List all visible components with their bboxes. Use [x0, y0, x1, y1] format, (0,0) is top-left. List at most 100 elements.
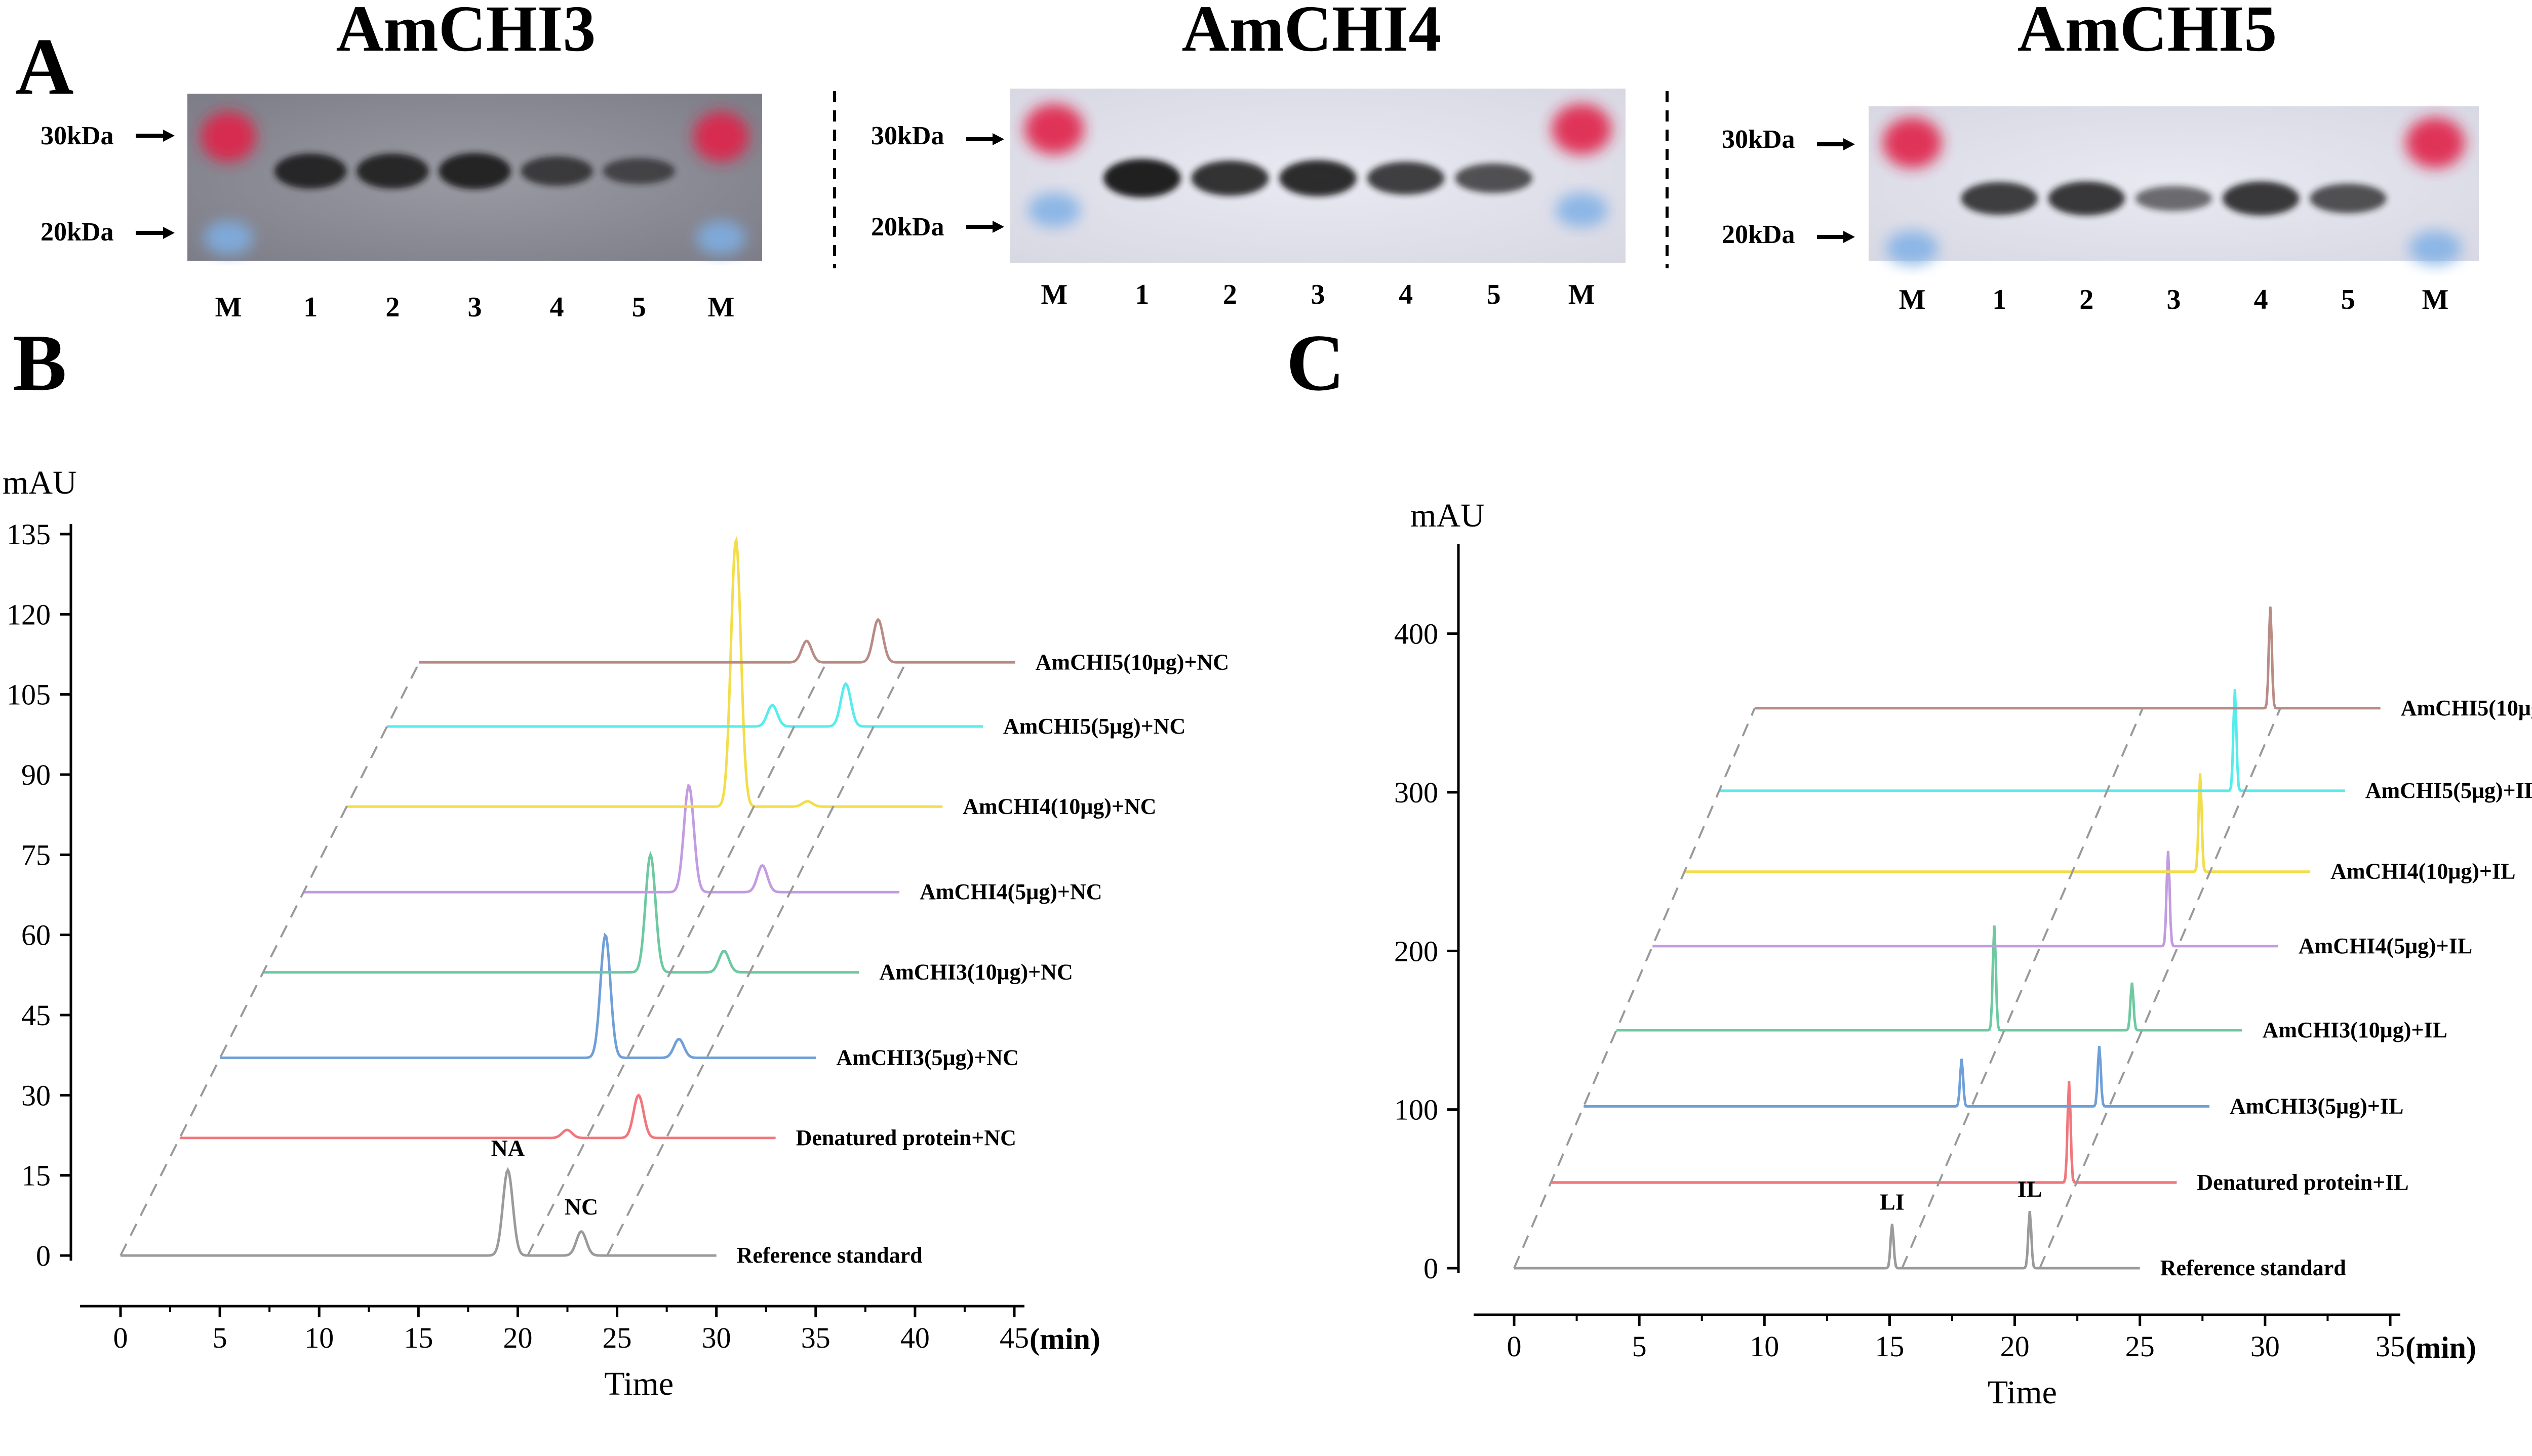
- lane-label: M: [1568, 279, 1595, 310]
- marker-band-blue: [1027, 193, 1081, 227]
- y-tick-label: 200: [1394, 935, 1438, 967]
- y-tick-label: 90: [21, 758, 51, 791]
- blot-title: AmCHI5: [2017, 0, 2277, 65]
- y-tick-label: 0: [36, 1239, 51, 1272]
- panel-b-letter: B: [13, 317, 67, 408]
- x-tick-label: 30: [702, 1321, 731, 1354]
- guide-line: [120, 662, 420, 1256]
- chromatogram-trace: [1616, 925, 2242, 1032]
- x-tick-label: 0: [1507, 1330, 1522, 1363]
- x-tick-label: 35: [2376, 1330, 2405, 1363]
- x-tick-label: 20: [2000, 1330, 2030, 1363]
- series-label: AmCHI5(5μg)+IL: [2365, 778, 2532, 803]
- lane-label: M: [1899, 284, 1926, 315]
- lane-label: M: [215, 292, 242, 323]
- y-tick-label: 75: [21, 838, 51, 871]
- protein-band: [1961, 182, 2038, 215]
- marker-arrow: [966, 221, 1004, 233]
- lane-label: 1: [1992, 284, 2006, 315]
- guide-line: [2039, 708, 2281, 1269]
- protein-band: [439, 153, 511, 189]
- blot-title: AmCHI4: [1182, 0, 1442, 65]
- blot-amchi5: AmCHI5 30kDa 20kDa M 1 2 3 4 5 M: [1722, 0, 2479, 315]
- blot-amchi4: AmCHI4 30kDa 20kDa M 1 2 3 4 5 M: [871, 0, 1626, 310]
- chromatogram-trace: [419, 618, 1015, 664]
- series-label: AmCHI3(10μg)+IL: [2263, 1018, 2447, 1042]
- series-label: AmCHI3(5μg)+NC: [836, 1045, 1018, 1070]
- series-label: AmCHI3(5μg)+IL: [2230, 1094, 2403, 1118]
- chromatogram-trace: [1584, 1046, 2209, 1108]
- series-label: Denatured protein+IL: [2197, 1170, 2408, 1195]
- x-tick-label: 20: [503, 1321, 532, 1354]
- chromatogram-trace: [1684, 773, 2311, 873]
- panel-c-letter: C: [1286, 317, 1345, 408]
- lane-label: 4: [2254, 284, 2268, 315]
- x-tick-label: 15: [1875, 1330, 1904, 1363]
- lane-label: 4: [1399, 279, 1413, 310]
- marker-20-label: 20kDa: [41, 218, 113, 247]
- marker-band-red: [1024, 104, 1084, 154]
- series-label: AmCHI4(10μg)+NC: [963, 794, 1156, 819]
- protein-band: [1279, 160, 1357, 196]
- marker-band-blue: [204, 221, 253, 255]
- axes: 0 5 10 15 20 25 30 35 0 100 200 300 400 mAU Time (min): [1394, 497, 2476, 1411]
- protein-band: [357, 153, 429, 189]
- protein-band: [1191, 160, 1269, 196]
- series-label: Reference standard: [2160, 1256, 2346, 1280]
- series-label: AmCHI4(10μg)+IL: [2330, 859, 2515, 884]
- axes: 0 5 10 15 20 25 30 35 40 45 0 15 30 45 60 75 90 105 120 135…: [3, 464, 1100, 1402]
- protein-band: [1367, 161, 1445, 195]
- chromatogram-trace: [1755, 606, 2381, 710]
- panel-a: A AmCHI3 30kDa 20kDa M 1 2 3 4 5 M AmCHI4 30kD…: [15, 0, 2479, 323]
- marker-band-red: [1552, 104, 1612, 154]
- marker-20-label: 20kDa: [1722, 220, 1795, 249]
- x-tick-label: 10: [1750, 1330, 1779, 1363]
- marker-20-label: 20kDa: [871, 213, 944, 241]
- y-tick-label: 45: [21, 999, 51, 1032]
- perspective-guides: [120, 662, 907, 1256]
- peak-label: NA: [491, 1135, 525, 1161]
- y-tick-label: 135: [7, 518, 51, 551]
- x-tick-label: 30: [2250, 1330, 2280, 1363]
- series-label: Reference standard: [737, 1243, 923, 1268]
- peak-label: NC: [565, 1194, 598, 1220]
- marker-band-red: [2405, 117, 2465, 168]
- y-tick-label: 60: [21, 919, 51, 952]
- y-tick-label: 0: [1423, 1252, 1438, 1285]
- lane-label: 5: [1487, 279, 1501, 310]
- marker-30-label: 30kDa: [1722, 125, 1795, 154]
- series-label: AmCHI5(5μg)+NC: [1003, 714, 1185, 739]
- series-label: AmCHI5(10μg)+IL: [2401, 696, 2532, 720]
- chromatogram-trace: [346, 535, 943, 808]
- chromatogram-trace: [387, 682, 983, 728]
- marker-band-red: [200, 111, 257, 162]
- x-axis-label: Time: [1988, 1374, 2057, 1411]
- lane-label: 5: [632, 292, 646, 323]
- chromatogram-trace: [1652, 851, 2278, 948]
- x-axis-unit: (min): [1030, 1322, 1100, 1356]
- chromatogram-trace: [303, 783, 900, 894]
- chromatogram-trace: [1719, 689, 2345, 792]
- series-label: AmCHI4(5μg)+NC: [920, 879, 1102, 904]
- marker-band-red: [1882, 117, 1942, 168]
- x-tick-label: 25: [2125, 1330, 2155, 1363]
- x-tick-label: 40: [900, 1321, 930, 1354]
- lane-label: 2: [1223, 279, 1237, 310]
- protein-band: [1103, 159, 1181, 197]
- y-tick-label: 15: [21, 1159, 51, 1192]
- protein-band: [603, 158, 676, 184]
- chromatogram-trace: [263, 851, 859, 974]
- lane-label: 3: [468, 292, 482, 323]
- peak-label: IL: [2017, 1176, 2042, 1202]
- x-tick-label: 25: [603, 1321, 632, 1354]
- lane-label: 1: [1135, 279, 1149, 310]
- chromatogram-trace: [1514, 1211, 2140, 1270]
- x-tick-label: 15: [404, 1321, 433, 1354]
- protein-band: [1455, 163, 1533, 193]
- guide-line: [606, 662, 907, 1256]
- x-tick-label: 0: [113, 1321, 128, 1354]
- protein-band: [521, 156, 593, 186]
- guide-line: [1513, 708, 1756, 1269]
- lane-label: M: [707, 292, 734, 323]
- chromatogram-trace: [220, 933, 816, 1059]
